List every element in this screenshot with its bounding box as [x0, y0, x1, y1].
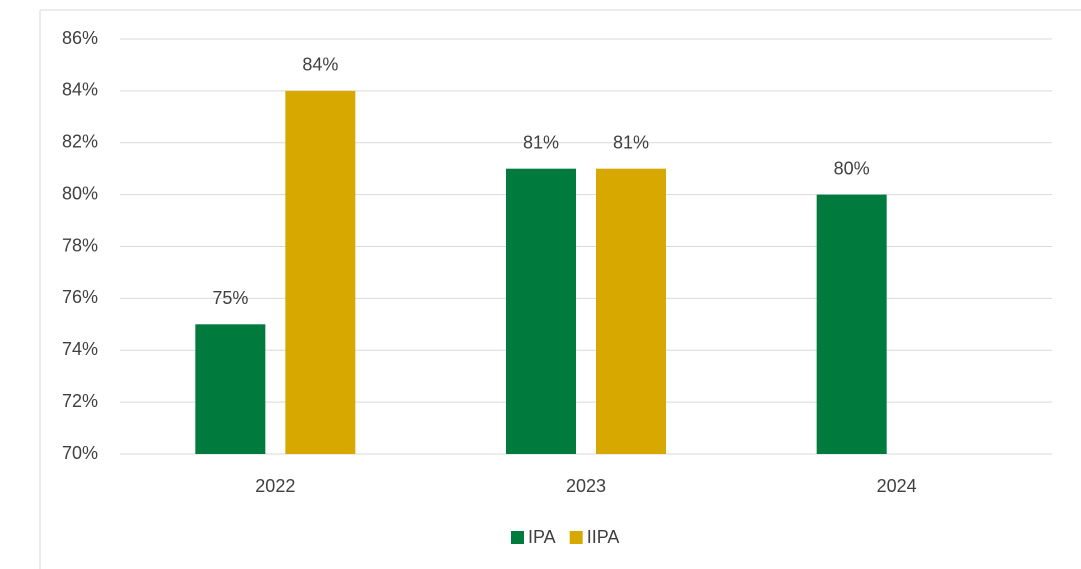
- bar: [816, 194, 887, 454]
- data-label: 81%: [613, 132, 649, 152]
- data-label: 75%: [212, 288, 248, 308]
- x-tick-label: 2023: [566, 476, 606, 496]
- legend-swatch: [511, 531, 524, 544]
- y-tick-label: 70%: [62, 443, 98, 463]
- x-tick-label: 2022: [255, 476, 295, 496]
- y-tick-label: 80%: [62, 183, 98, 203]
- data-label: 80%: [834, 158, 870, 178]
- bar: [195, 324, 266, 454]
- y-tick-label: 78%: [62, 235, 98, 255]
- data-label: 81%: [523, 132, 559, 152]
- data-label: 84%: [302, 55, 338, 75]
- y-tick-label: 84%: [62, 80, 98, 100]
- legend-label: IIPA: [587, 527, 620, 547]
- y-tick-label: 86%: [62, 28, 98, 48]
- bar: [506, 168, 576, 454]
- y-tick-label: 72%: [62, 391, 98, 411]
- y-tick-label: 74%: [62, 339, 98, 359]
- y-tick-label: 76%: [62, 287, 98, 307]
- bar: [285, 90, 356, 454]
- legend-label: IPA: [528, 527, 556, 547]
- x-tick-label: 2024: [877, 476, 917, 496]
- legend-swatch: [569, 531, 583, 544]
- y-tick-label: 82%: [62, 132, 98, 152]
- bar: [596, 168, 666, 454]
